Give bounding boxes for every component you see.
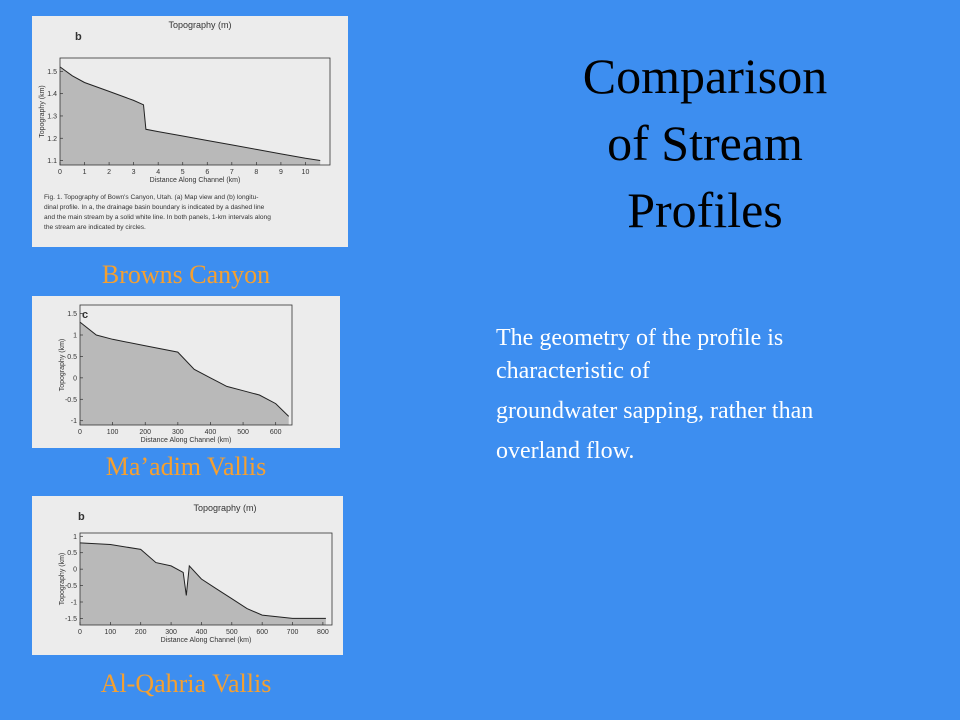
y-tick-label: 0 xyxy=(73,567,77,574)
y-tick-label: 0.5 xyxy=(67,550,77,557)
y-tick-label: 1.5 xyxy=(67,311,77,318)
x-tick-label: 6 xyxy=(205,169,209,176)
panel-letter: b xyxy=(75,31,82,43)
x-tick-label: 0 xyxy=(78,429,82,436)
x-tick-label: 0 xyxy=(58,169,62,176)
plot-frame xyxy=(59,57,331,166)
y-tick-label: 1.3 xyxy=(47,113,57,120)
x-axis-label: Distance Along Channel (km) xyxy=(141,437,232,444)
y-tick-label: 1 xyxy=(73,534,77,541)
y-tick-label: 1.4 xyxy=(47,91,57,98)
x-tick-label: 400 xyxy=(205,429,217,436)
y-tick-label: 1.1 xyxy=(47,158,57,165)
figure: 1.1 1.2 1.3 1.4 1.5 0 1 2 3 4 5 6 7 8 9 10 Distance Alon… xyxy=(32,16,348,247)
x-tick-label: 500 xyxy=(237,429,249,436)
y-tick-label: -0.5 xyxy=(65,583,77,590)
x-tick-label: 0 xyxy=(78,629,82,636)
x-tick-label: 10 xyxy=(302,169,310,176)
profile-line xyxy=(59,66,321,161)
profile-area xyxy=(80,542,326,625)
body-line: overland flow. xyxy=(496,438,634,464)
x-tick-label: 300 xyxy=(165,629,177,636)
y-axis-label: Topography (km) xyxy=(59,339,66,392)
y-tick-label: -1.5 xyxy=(65,616,77,623)
profile-line xyxy=(79,321,290,417)
x-tick-label: 7 xyxy=(230,169,234,176)
y-axis-label: Topography (km) xyxy=(39,85,46,138)
y-tick-label: -1 xyxy=(71,600,77,607)
x-tick-label: 100 xyxy=(105,629,117,636)
y-tick-label: 0 xyxy=(73,375,77,382)
figure-label: Ma’adim Vallis xyxy=(106,452,267,481)
x-tick-label: 200 xyxy=(139,429,151,436)
figure: 10.50-0.5-1-1.50 100 200 300 400 500 600 700 800… xyxy=(32,496,343,655)
figure-label: Al-Qahria Vallis xyxy=(101,669,272,698)
x-tick-label: 9 xyxy=(279,169,283,176)
title-line: Profiles xyxy=(627,182,783,238)
x-axis-label: Distance Along Channel (km) xyxy=(161,637,252,644)
figure-caption: dinal profile. In a, the drainage basin … xyxy=(44,204,265,211)
plot-frame xyxy=(79,532,333,626)
x-tick-label: 300 xyxy=(172,429,184,436)
body-line: characteristic of xyxy=(496,358,650,384)
y-tick-label: 1.2 xyxy=(47,136,57,143)
y-tick-label: 1 xyxy=(73,333,77,340)
body-line: The geometry of the profile is xyxy=(496,325,783,351)
panel-letter: c xyxy=(82,309,88,321)
figure-label: Browns Canyon xyxy=(102,260,270,289)
x-axis-label: Distance Along Channel (km) xyxy=(150,177,241,184)
y-tick-label: -1 xyxy=(71,418,77,425)
x-tick-label: 600 xyxy=(256,629,268,636)
title-line: Comparison xyxy=(583,48,827,104)
plot-frame xyxy=(79,304,293,426)
x-tick-label: 200 xyxy=(135,629,147,636)
x-tick-label: 100 xyxy=(107,429,119,436)
x-tick-label: 700 xyxy=(287,629,299,636)
body-line: groundwater sapping, rather than xyxy=(496,398,813,424)
x-tick-label: 8 xyxy=(254,169,258,176)
figure-header: Topography (m) xyxy=(168,20,231,30)
x-tick-label: 600 xyxy=(270,429,282,436)
x-tick-label: 1 xyxy=(83,169,87,176)
profile-line xyxy=(79,542,326,619)
title-line: of Stream xyxy=(607,115,803,171)
figure-caption: and the main stream by a solid white lin… xyxy=(44,214,271,221)
figure: 1.510.50-0.5-10 100 200 300 400 500 600Distanc… xyxy=(32,296,340,448)
profile-area xyxy=(60,66,321,165)
x-tick-label: 400 xyxy=(196,629,208,636)
x-tick-label: 2 xyxy=(107,169,111,176)
x-tick-label: 3 xyxy=(132,169,136,176)
y-tick-label: -0.5 xyxy=(65,397,77,404)
figure-header: Topography (m) xyxy=(193,503,256,513)
x-tick-label: 4 xyxy=(156,169,160,176)
profile-area xyxy=(80,322,289,425)
panel-letter: b xyxy=(78,511,85,523)
figure-caption: the stream are indicated by circles. xyxy=(44,224,146,231)
x-tick-label: 500 xyxy=(226,629,238,636)
x-tick-label: 800 xyxy=(317,629,329,636)
y-tick-label: 1.5 xyxy=(47,69,57,76)
figure-caption: Fig. 1. Topography of Bown's Canyon, Uta… xyxy=(44,194,258,201)
x-tick-label: 5 xyxy=(181,169,185,176)
y-tick-label: 0.5 xyxy=(67,354,77,361)
y-axis-label: Topography (km) xyxy=(59,553,66,606)
